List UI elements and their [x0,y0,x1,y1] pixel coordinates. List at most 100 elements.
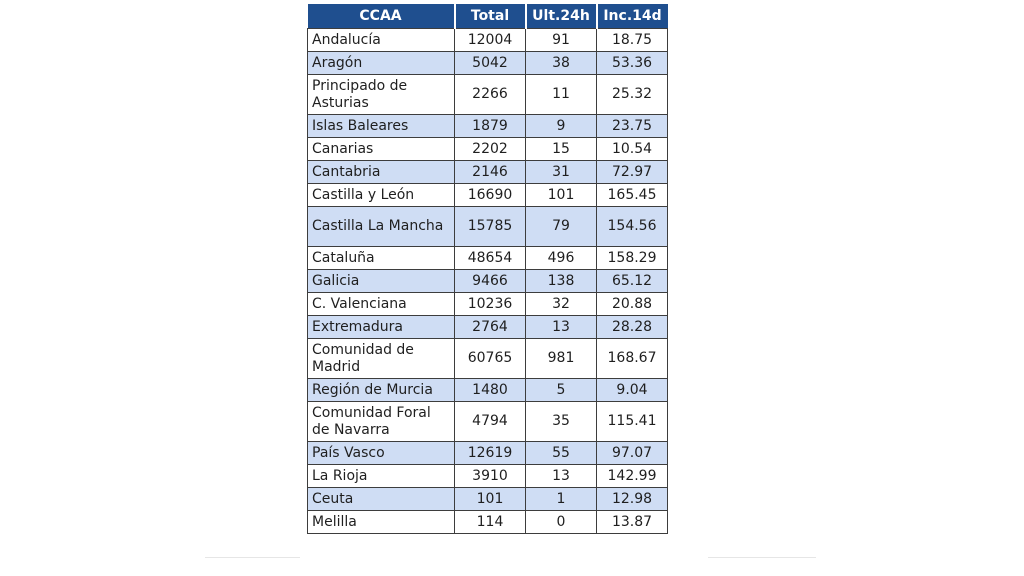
cell-ccaa: Islas Baleares [307,114,455,138]
cell-ult24h: 35 [525,401,597,442]
cell-ccaa: Aragón [307,51,455,75]
cell-inc14d: 65.12 [596,269,668,293]
cell-inc14d: 165.45 [596,183,668,207]
cell-total: 1879 [454,114,526,138]
cell-total: 12004 [454,28,526,52]
table-row: Comunidad Foral de Navarra 4794 35 115.4… [307,401,668,442]
cell-total: 2202 [454,137,526,161]
cell-inc14d: 9.04 [596,378,668,402]
cell-inc14d: 20.88 [596,292,668,316]
cell-inc14d: 142.99 [596,464,668,488]
header-ccaa: CCAA [307,4,456,29]
cell-ccaa: La Rioja [307,464,455,488]
cell-inc14d: 12.98 [596,487,668,511]
cell-inc14d: 28.28 [596,315,668,339]
cell-inc14d: 10.54 [596,137,668,161]
cell-ccaa: Galicia [307,269,455,293]
table-row: Aragón 5042 38 53.36 [307,51,668,75]
cell-total: 114 [454,510,526,534]
cell-inc14d: 97.07 [596,441,668,465]
cell-inc14d: 13.87 [596,510,668,534]
cell-ccaa: Región de Murcia [307,378,455,402]
table-row: C. Valenciana 10236 32 20.88 [307,292,668,316]
cell-ult24h: 38 [525,51,597,75]
table-row: Región de Murcia 1480 5 9.04 [307,378,668,402]
cell-ccaa: Cataluña [307,246,455,270]
cell-total: 101 [454,487,526,511]
table-row: Extremadura 2764 13 28.28 [307,315,668,339]
cell-ult24h: 0 [525,510,597,534]
cell-ult24h: 138 [525,269,597,293]
cell-ccaa: País Vasco [307,441,455,465]
table-row: Castilla y León 16690 101 165.45 [307,183,668,207]
header-ult24h: Ult.24h [524,4,598,29]
cell-inc14d: 18.75 [596,28,668,52]
cell-ult24h: 101 [525,183,597,207]
table-row: Comunidad de Madrid 60765 981 168.67 [307,338,668,379]
cell-inc14d: 53.36 [596,51,668,75]
table-row: Canarias 2202 15 10.54 [307,137,668,161]
cell-total: 10236 [454,292,526,316]
cell-total: 16690 [454,183,526,207]
cell-ult24h: 5 [525,378,597,402]
header-total: Total [453,4,527,29]
cell-total: 5042 [454,51,526,75]
cell-ult24h: 496 [525,246,597,270]
cell-ult24h: 13 [525,464,597,488]
cell-total: 4794 [454,401,526,442]
cell-ult24h: 11 [525,74,597,115]
cell-ccaa: Principado de Asturias [307,74,455,115]
cell-total: 2764 [454,315,526,339]
cell-total: 12619 [454,441,526,465]
cell-ccaa: Comunidad de Madrid [307,338,455,379]
divider-line [205,557,300,558]
cell-total: 1480 [454,378,526,402]
cell-total: 60765 [454,338,526,379]
table-row: Ceuta 101 1 12.98 [307,487,668,511]
cell-ult24h: 15 [525,137,597,161]
table-row: Cantabria 2146 31 72.97 [307,160,668,184]
cell-inc14d: 115.41 [596,401,668,442]
cell-ccaa: C. Valenciana [307,292,455,316]
table-row: Cataluña 48654 496 158.29 [307,246,668,270]
cell-ult24h: 31 [525,160,597,184]
cell-ult24h: 79 [525,206,597,247]
table-row: Andalucía 12004 91 18.75 [307,28,668,52]
cell-ccaa: Andalucía [307,28,455,52]
cell-ccaa: Castilla La Mancha [307,206,455,247]
table-row: Castilla La Mancha 15785 79 154.56 [307,206,668,247]
cell-inc14d: 154.56 [596,206,668,247]
cell-total: 3910 [454,464,526,488]
cell-ccaa: Castilla y León [307,183,455,207]
cell-total: 9466 [454,269,526,293]
table-row: Galicia 9466 138 65.12 [307,269,668,293]
divider-line [708,557,816,558]
cell-inc14d: 158.29 [596,246,668,270]
cell-ccaa: Extremadura [307,315,455,339]
cell-total: 48654 [454,246,526,270]
cell-ult24h: 13 [525,315,597,339]
table-row: País Vasco 12619 55 97.07 [307,441,668,465]
cell-inc14d: 23.75 [596,114,668,138]
cell-ult24h: 91 [525,28,597,52]
cell-ccaa: Canarias [307,137,455,161]
cell-ccaa: Comunidad Foral de Navarra [307,401,455,442]
cell-total: 2146 [454,160,526,184]
cell-inc14d: 25.32 [596,74,668,115]
cell-total: 15785 [454,206,526,247]
cell-ult24h: 32 [525,292,597,316]
cell-ccaa: Melilla [307,510,455,534]
cell-inc14d: 168.67 [596,338,668,379]
cell-ult24h: 9 [525,114,597,138]
cell-ult24h: 55 [525,441,597,465]
cell-ccaa: Ceuta [307,487,455,511]
cell-ult24h: 981 [525,338,597,379]
table-header-row: CCAA Total Ult.24h Inc.14d [307,4,668,29]
table-row: La Rioja 3910 13 142.99 [307,464,668,488]
cell-inc14d: 72.97 [596,160,668,184]
cell-total: 2266 [454,74,526,115]
table-row: Principado de Asturias 2266 11 25.32 [307,74,668,115]
header-inc14d: Inc.14d [595,4,668,29]
cell-ccaa: Cantabria [307,160,455,184]
